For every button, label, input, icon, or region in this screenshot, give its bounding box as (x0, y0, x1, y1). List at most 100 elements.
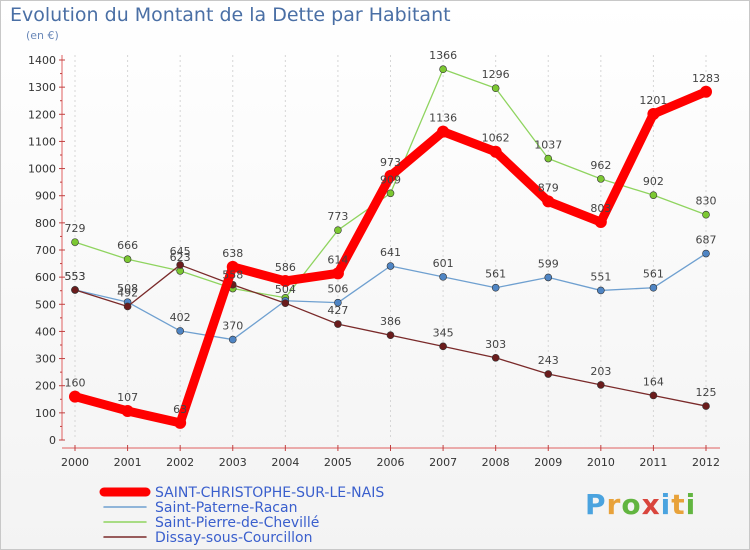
data-point (700, 85, 712, 98)
data-point (121, 404, 134, 417)
data-label: 962 (590, 159, 611, 172)
x-tick-label: 2003 (219, 456, 247, 469)
logo-letter: P (585, 488, 607, 521)
data-point (69, 390, 81, 403)
data-point (544, 154, 553, 163)
data-label: 160 (65, 377, 86, 390)
proxiti-logo: Proxiti (585, 488, 696, 521)
data-label: 641 (380, 246, 401, 259)
x-tick-label: 2004 (271, 456, 299, 469)
data-point (439, 65, 447, 74)
x-tick-label: 2011 (639, 456, 667, 469)
data-point (279, 274, 292, 287)
data-point (491, 283, 500, 292)
data-point (176, 327, 184, 335)
y-tick-label: 800 (35, 217, 56, 230)
y-tick-label: 100 (35, 407, 56, 420)
data-label: 773 (327, 210, 348, 223)
data-point (489, 145, 502, 158)
data-point (386, 262, 395, 270)
data-label: 902 (643, 175, 664, 188)
data-point (491, 84, 500, 93)
x-tick-label: 2005 (324, 456, 352, 469)
y-tick-label: 200 (35, 380, 56, 393)
data-label: 203 (590, 365, 611, 378)
data-point (597, 381, 605, 389)
legend-label: Saint-Pierre-de-Chevillé (155, 515, 319, 531)
data-label: 1366 (429, 49, 457, 62)
y-tick-label: 1300 (28, 81, 56, 94)
data-label: 402 (170, 311, 191, 324)
data-point (228, 335, 237, 344)
legend-label: Saint-Paterne-Racan (155, 500, 297, 516)
data-point (176, 261, 184, 269)
data-label: 973 (380, 156, 401, 169)
data-point (544, 273, 553, 282)
data-label: 504 (275, 283, 296, 296)
data-point (702, 210, 710, 219)
y-tick-label: 400 (35, 325, 56, 338)
chart-title: Evolution du Montant de la Dette par Hab… (10, 4, 451, 26)
data-point (386, 189, 395, 198)
logo-letter: x (641, 488, 661, 521)
data-point (439, 273, 447, 281)
data-label: 614 (327, 253, 348, 266)
axes: 0 100 200 300 400 500 600 700 800 900 1000 1100 1200… (28, 54, 720, 469)
y-tick-label: 300 (35, 353, 56, 366)
x-tick-label: 2006 (377, 456, 405, 469)
data-label: 561 (643, 268, 664, 281)
data-label: 830 (696, 195, 717, 208)
x-tick-label: 2007 (429, 456, 457, 469)
y-tick-label: 1000 (28, 163, 56, 176)
data-label: 164 (643, 375, 664, 388)
data-label: 506 (327, 283, 348, 296)
data-label: 553 (65, 270, 86, 283)
data-label: 666 (117, 239, 138, 252)
legend-label: SAINT-CHRISTOPHE-SUR-LE-NAIS (155, 485, 384, 501)
y-tick-label: 700 (35, 244, 56, 257)
x-tick-label: 2008 (482, 456, 510, 469)
data-point (334, 226, 342, 234)
data-label: 909 (380, 173, 401, 186)
legend: SAINT-CHRISTOPHE-SUR-LE-NAISSaint-Patern… (99, 485, 384, 546)
logo-letter: t (671, 488, 686, 521)
data-point (226, 260, 239, 273)
y-tick-label: 0 (49, 434, 56, 447)
data-point (439, 342, 447, 351)
data-label: 879 (538, 181, 559, 194)
data-label: 599 (538, 257, 559, 270)
y-tick-label: 600 (35, 271, 56, 284)
data-point (334, 298, 342, 307)
data-point (71, 238, 79, 246)
data-label: 558 (222, 269, 243, 282)
data-label: 1136 (429, 112, 457, 125)
data-point (437, 125, 450, 138)
data-point (71, 286, 79, 294)
data-label: 386 (380, 315, 401, 328)
x-tick-label: 2009 (534, 456, 562, 469)
data-label: 687 (696, 234, 717, 247)
data-label: 803 (590, 202, 611, 215)
logo-letter: o (621, 488, 642, 521)
x-tick-label: 2000 (61, 456, 89, 469)
data-label: 1201 (639, 94, 667, 107)
data-label: 638 (222, 247, 243, 260)
data-label: 63 (173, 403, 187, 416)
data-point (334, 320, 342, 328)
x-tick-label: 2001 (114, 456, 142, 469)
y-tick-label: 900 (35, 190, 56, 203)
logo-letter: r (606, 488, 622, 521)
data-point (649, 391, 658, 400)
data-point (647, 108, 660, 121)
data-point (597, 175, 605, 183)
x-tick-label: 2002 (166, 456, 194, 469)
data-point (331, 267, 344, 280)
data-point (597, 286, 605, 295)
data-label: 623 (170, 251, 191, 264)
data-label: 645 (170, 245, 191, 258)
data-point (281, 299, 290, 308)
data-label: 1062 (482, 132, 510, 145)
data-point (491, 353, 500, 362)
data-label: 601 (433, 257, 454, 270)
